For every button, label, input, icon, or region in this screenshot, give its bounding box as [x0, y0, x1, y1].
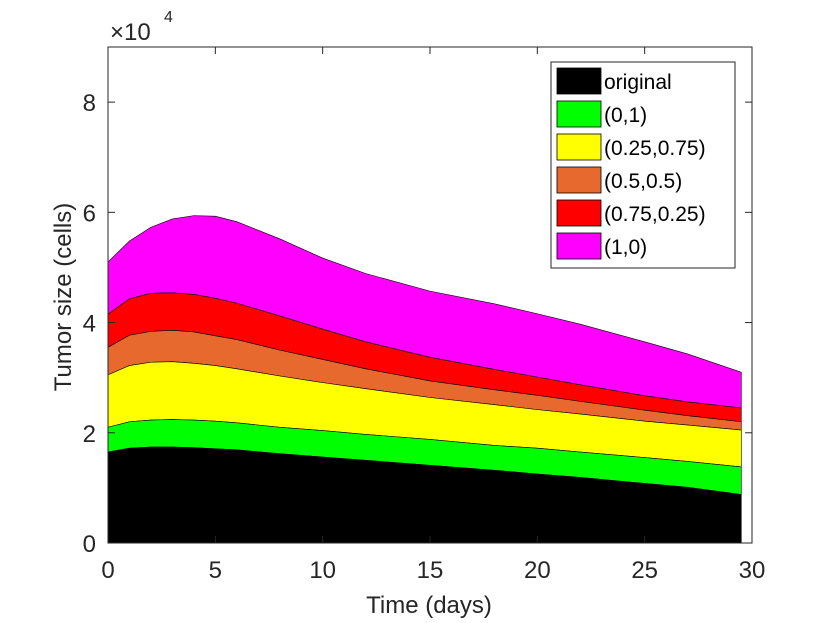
legend-label: (0,1) [604, 104, 647, 127]
x-tick-label: 0 [101, 557, 114, 584]
x-tick-label: 20 [524, 557, 551, 584]
legend-swatch [556, 67, 602, 95]
y-multiplier-exponent: 4 [164, 9, 173, 26]
x-tick-label: 30 [739, 557, 766, 584]
legend-swatch [556, 232, 602, 260]
legend-label: (1,0) [604, 236, 647, 259]
x-axis-label: Time (days) [366, 592, 492, 619]
y-multiplier: ×10 4 [110, 9, 173, 46]
legend-label: (0.75,0.25) [604, 203, 706, 226]
legend-swatch [556, 100, 602, 128]
y-multiplier-base: ×10 [110, 19, 151, 46]
legend-swatch [556, 133, 602, 161]
x-tick-label: 5 [209, 557, 222, 584]
axis-ticks: 0 5 10 15 20 25 30 0 2 4 6 8 [83, 47, 766, 584]
legend-swatch [556, 199, 602, 227]
x-tick-label: 15 [417, 557, 444, 584]
y-tick-label: 6 [83, 200, 96, 227]
x-tick-label: 10 [309, 557, 336, 584]
y-tick-label: 2 [83, 421, 96, 448]
y-tick-label: 4 [83, 311, 96, 338]
legend-label: original [604, 71, 672, 94]
stacked-areas [107, 215, 742, 544]
legend: original (0,1) (0.25,0.75) (0.5,0.5) (0.75,0… [550, 61, 736, 269]
x-tick-label: 25 [631, 557, 658, 584]
y-tick-label: 0 [83, 531, 96, 558]
legend-label: (0.5,0.5) [604, 170, 682, 193]
y-tick-label: 8 [83, 90, 96, 117]
y-axis-label: Tumor size (cells) [50, 203, 77, 391]
legend-label: (0.25,0.75) [604, 137, 706, 160]
legend-swatch [556, 166, 602, 194]
